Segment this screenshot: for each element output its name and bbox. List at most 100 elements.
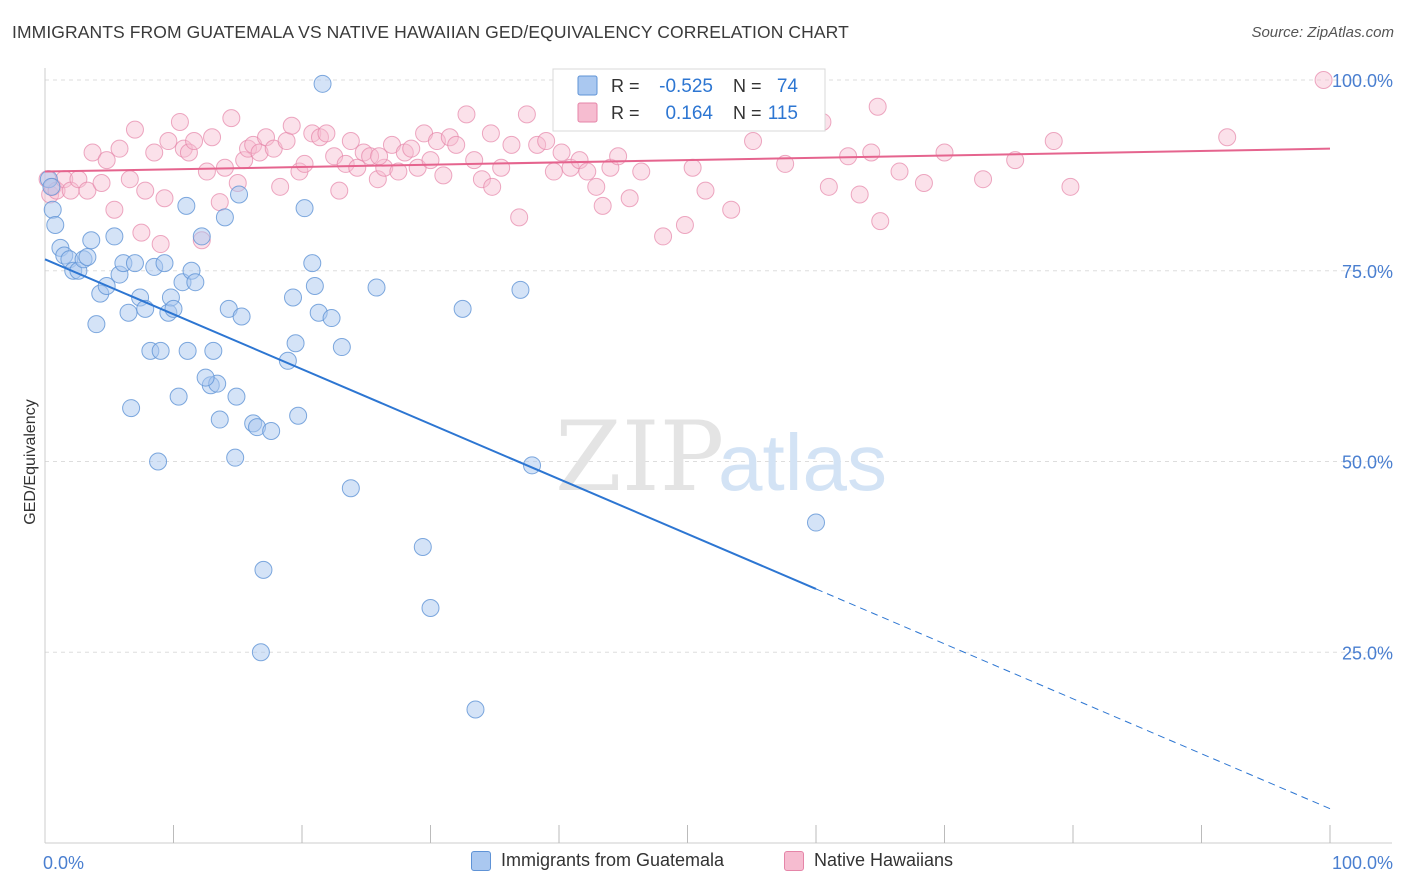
guatemala-point	[226, 448, 245, 467]
hawaiian-point	[974, 170, 993, 189]
hawaiian-point	[389, 162, 408, 181]
hawaiian-point	[578, 162, 597, 181]
guatemala-trend-extension	[815, 588, 1331, 810]
guatemala-point	[122, 399, 141, 418]
hawaiian-point	[151, 235, 170, 254]
hawaiian-point	[502, 135, 521, 154]
hawaiian-point	[330, 181, 349, 200]
guatemala-point	[230, 185, 249, 204]
watermark: ZIP atlas	[555, 401, 887, 513]
guatemala-point	[289, 406, 308, 425]
hawaiian-point	[517, 105, 536, 124]
watermark-zip: ZIP	[555, 401, 724, 513]
guatemala-point	[332, 338, 351, 357]
hawaiian-point	[850, 185, 869, 204]
correlation-legend: R = -0.525 N = 74 R = 0.164 N = 115	[552, 68, 826, 132]
hawaiian-point	[78, 181, 97, 200]
legend-swatch-pink	[577, 102, 598, 123]
legend-swatch-hawaiians	[784, 850, 804, 871]
hawaiian-point	[492, 158, 511, 177]
hawaiian-point	[776, 154, 795, 173]
guatemala-point	[46, 215, 65, 234]
hawaiian-point	[561, 158, 580, 177]
hawaiian-point	[197, 162, 216, 181]
hawaiian-point	[402, 139, 421, 158]
guatemala-point	[303, 254, 322, 273]
hawaiian-point	[544, 162, 563, 181]
hawaiian-point	[185, 132, 204, 151]
legend-r-value-blue: -0.525	[659, 76, 713, 97]
hawaiian-point	[250, 143, 269, 162]
hawaiian-point	[179, 143, 198, 162]
hawaiian-point	[155, 189, 174, 208]
tick-labels: 25.0% 50.0% 75.0% 100.0% 0.0% 100.0%	[43, 71, 1393, 873]
legend-item-guatemala[interactable]: Immigrants from Guatemala	[471, 850, 724, 871]
hawaiian-point	[421, 151, 440, 170]
legend-item-hawaiians[interactable]: Native Hawaiians	[784, 850, 953, 871]
guatemala-point	[322, 309, 341, 328]
hawaiian-point	[914, 174, 933, 193]
guatemala-point	[210, 410, 229, 429]
guatemala-point	[466, 700, 485, 719]
hawaiian-point	[120, 170, 139, 189]
legend-box-frame	[552, 68, 826, 132]
hawaiian-point	[170, 112, 189, 131]
guatemala-point	[232, 307, 251, 326]
hawaiian-point	[341, 132, 360, 151]
legend-swatch-guatemala	[471, 850, 491, 871]
guatemala-point	[227, 387, 246, 406]
hawaiian-point	[317, 124, 336, 143]
guatemala-point	[78, 248, 97, 267]
trend-lines	[44, 147, 1331, 810]
guatemala-point	[192, 227, 211, 246]
hawaiian-point	[675, 215, 694, 234]
hawaiian-point	[819, 177, 838, 196]
guatemala-point	[313, 74, 332, 93]
legend-n-label-blue: N =	[733, 76, 762, 96]
guatemala-point	[295, 199, 314, 218]
series-legend: Immigrants from Guatemala Native Hawaiia…	[0, 850, 1406, 880]
legend-swatch-blue	[577, 75, 598, 96]
hawaiian-point	[587, 177, 606, 196]
hawaiian-point	[210, 193, 229, 212]
guatemala-point	[105, 227, 124, 246]
guatemala-point	[341, 479, 360, 498]
hawaiian-point	[271, 177, 290, 196]
hawaiian-trend-line	[44, 147, 1331, 173]
hawaiian-point	[871, 212, 890, 231]
y-tick-label: 25.0%	[1342, 643, 1393, 663]
legend-r-label-pink: R =	[611, 103, 640, 123]
hawaiian-point	[83, 143, 102, 162]
hawaiian-point	[434, 166, 453, 185]
guatemala-point	[125, 254, 144, 273]
hawaiian-point	[368, 170, 387, 189]
hawaiian-point	[92, 174, 111, 193]
hawaiian-point	[620, 189, 639, 208]
legend-label-guatemala: Immigrants from Guatemala	[501, 850, 725, 870]
hawaiian-point	[110, 139, 129, 158]
hawaiian-point	[654, 227, 673, 246]
legend-n-value-blue: 74	[777, 76, 799, 97]
guatemala-point	[284, 288, 303, 307]
hawaiian-point	[125, 120, 144, 139]
hawaiian-point	[744, 132, 763, 151]
guatemala-point	[305, 277, 324, 296]
hawaiian-point	[370, 147, 389, 166]
hawaiian-point	[890, 162, 909, 181]
guatemala-point	[119, 303, 138, 322]
guatemala-point	[151, 341, 170, 360]
guatemala-trend-line	[44, 258, 817, 590]
hawaiian-point	[222, 109, 241, 128]
hawaiian-point	[722, 200, 741, 219]
hawaiian-point	[537, 132, 556, 151]
hawaiian-point	[348, 158, 367, 177]
guatemala-point	[262, 421, 281, 440]
hawaiian-point	[447, 135, 466, 154]
hawaiian-point	[457, 105, 476, 124]
hawaiian-point	[483, 177, 502, 196]
hawaiian-point	[868, 97, 887, 116]
chart-title: IMMIGRANTS FROM GUATEMALA VS NATIVE HAWA…	[12, 22, 849, 42]
hawaiian-point	[696, 181, 715, 200]
guatemala-point	[413, 537, 432, 556]
hawaiian-point	[528, 135, 547, 154]
